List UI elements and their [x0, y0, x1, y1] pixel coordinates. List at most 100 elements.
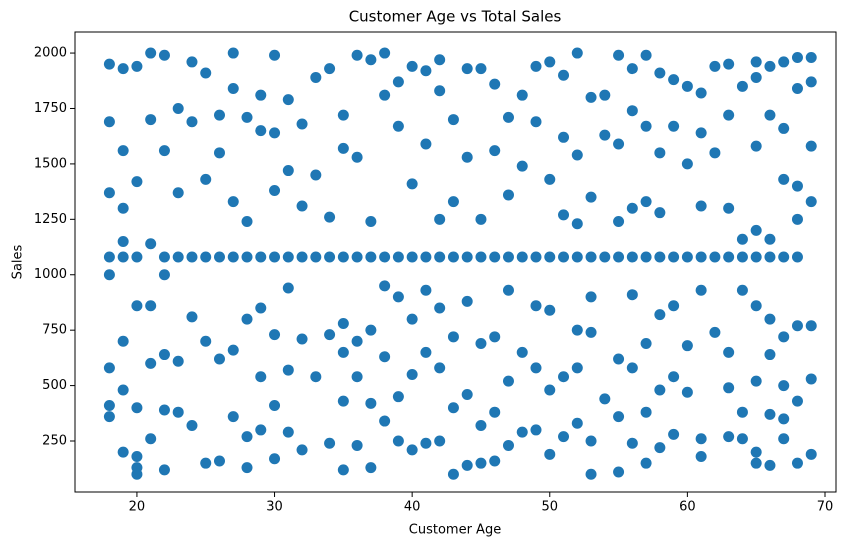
- point: [585, 291, 597, 303]
- point: [613, 353, 625, 365]
- point: [613, 251, 625, 263]
- point: [200, 335, 212, 347]
- point: [502, 375, 514, 387]
- point: [626, 251, 638, 263]
- point: [269, 185, 281, 197]
- point: [750, 56, 762, 68]
- point: [668, 251, 680, 263]
- x-tick-label: 70: [817, 500, 834, 515]
- point: [420, 284, 432, 296]
- point: [475, 213, 487, 225]
- point: [379, 47, 391, 59]
- point: [447, 331, 459, 343]
- point: [282, 94, 294, 106]
- point: [131, 300, 143, 312]
- point: [255, 125, 267, 137]
- point: [103, 116, 115, 128]
- point: [723, 431, 735, 443]
- point: [282, 364, 294, 376]
- point: [709, 147, 721, 159]
- point: [654, 442, 666, 454]
- point: [282, 251, 294, 263]
- point: [668, 428, 680, 440]
- point: [172, 102, 184, 114]
- point: [640, 49, 652, 61]
- y-axis-label: Sales: [11, 244, 26, 279]
- point: [571, 362, 583, 374]
- point: [434, 54, 446, 66]
- point: [241, 251, 253, 263]
- point: [337, 395, 349, 407]
- point: [379, 251, 391, 263]
- point: [296, 333, 308, 345]
- point: [695, 284, 707, 296]
- point: [805, 51, 817, 63]
- point: [351, 151, 363, 163]
- point: [351, 251, 363, 263]
- point: [709, 326, 721, 338]
- x-axis-label: Customer Age: [409, 523, 501, 538]
- point: [626, 105, 638, 117]
- point: [778, 122, 790, 134]
- point: [613, 216, 625, 228]
- y-tick-label: 1000: [34, 267, 67, 282]
- point: [585, 251, 597, 263]
- point: [695, 433, 707, 445]
- y-tick-label: 2000: [34, 46, 67, 61]
- point: [778, 331, 790, 343]
- point: [255, 89, 267, 101]
- point: [558, 251, 570, 263]
- point: [626, 289, 638, 301]
- point: [613, 49, 625, 61]
- point: [736, 80, 748, 92]
- point: [764, 459, 776, 471]
- point: [269, 127, 281, 139]
- point: [736, 251, 748, 263]
- point: [709, 60, 721, 72]
- point: [131, 176, 143, 188]
- point: [269, 329, 281, 341]
- point: [406, 251, 418, 263]
- point: [227, 47, 239, 59]
- point: [475, 251, 487, 263]
- point: [241, 462, 253, 474]
- point: [351, 49, 363, 61]
- point: [626, 202, 638, 214]
- point: [695, 451, 707, 463]
- point: [172, 355, 184, 367]
- point: [544, 173, 556, 185]
- point: [723, 109, 735, 121]
- point: [103, 58, 115, 70]
- point: [365, 324, 377, 336]
- point: [447, 402, 459, 414]
- point: [654, 207, 666, 219]
- point: [585, 91, 597, 103]
- point: [736, 284, 748, 296]
- x-tick-label: 20: [129, 500, 146, 515]
- point: [626, 362, 638, 374]
- point: [681, 80, 693, 92]
- point: [255, 371, 267, 383]
- point: [558, 371, 570, 383]
- point: [791, 51, 803, 63]
- point: [420, 65, 432, 77]
- point: [296, 444, 308, 456]
- point: [324, 211, 336, 223]
- point: [544, 384, 556, 396]
- point: [296, 200, 308, 212]
- point: [475, 63, 487, 75]
- point: [695, 87, 707, 99]
- point: [654, 67, 666, 79]
- point: [599, 251, 611, 263]
- point: [337, 142, 349, 154]
- point: [365, 462, 377, 474]
- point: [461, 295, 473, 307]
- point: [585, 468, 597, 480]
- point: [791, 83, 803, 95]
- point: [337, 464, 349, 476]
- point: [379, 351, 391, 363]
- point: [654, 251, 666, 263]
- point: [805, 76, 817, 88]
- point: [145, 47, 157, 59]
- point: [186, 419, 198, 431]
